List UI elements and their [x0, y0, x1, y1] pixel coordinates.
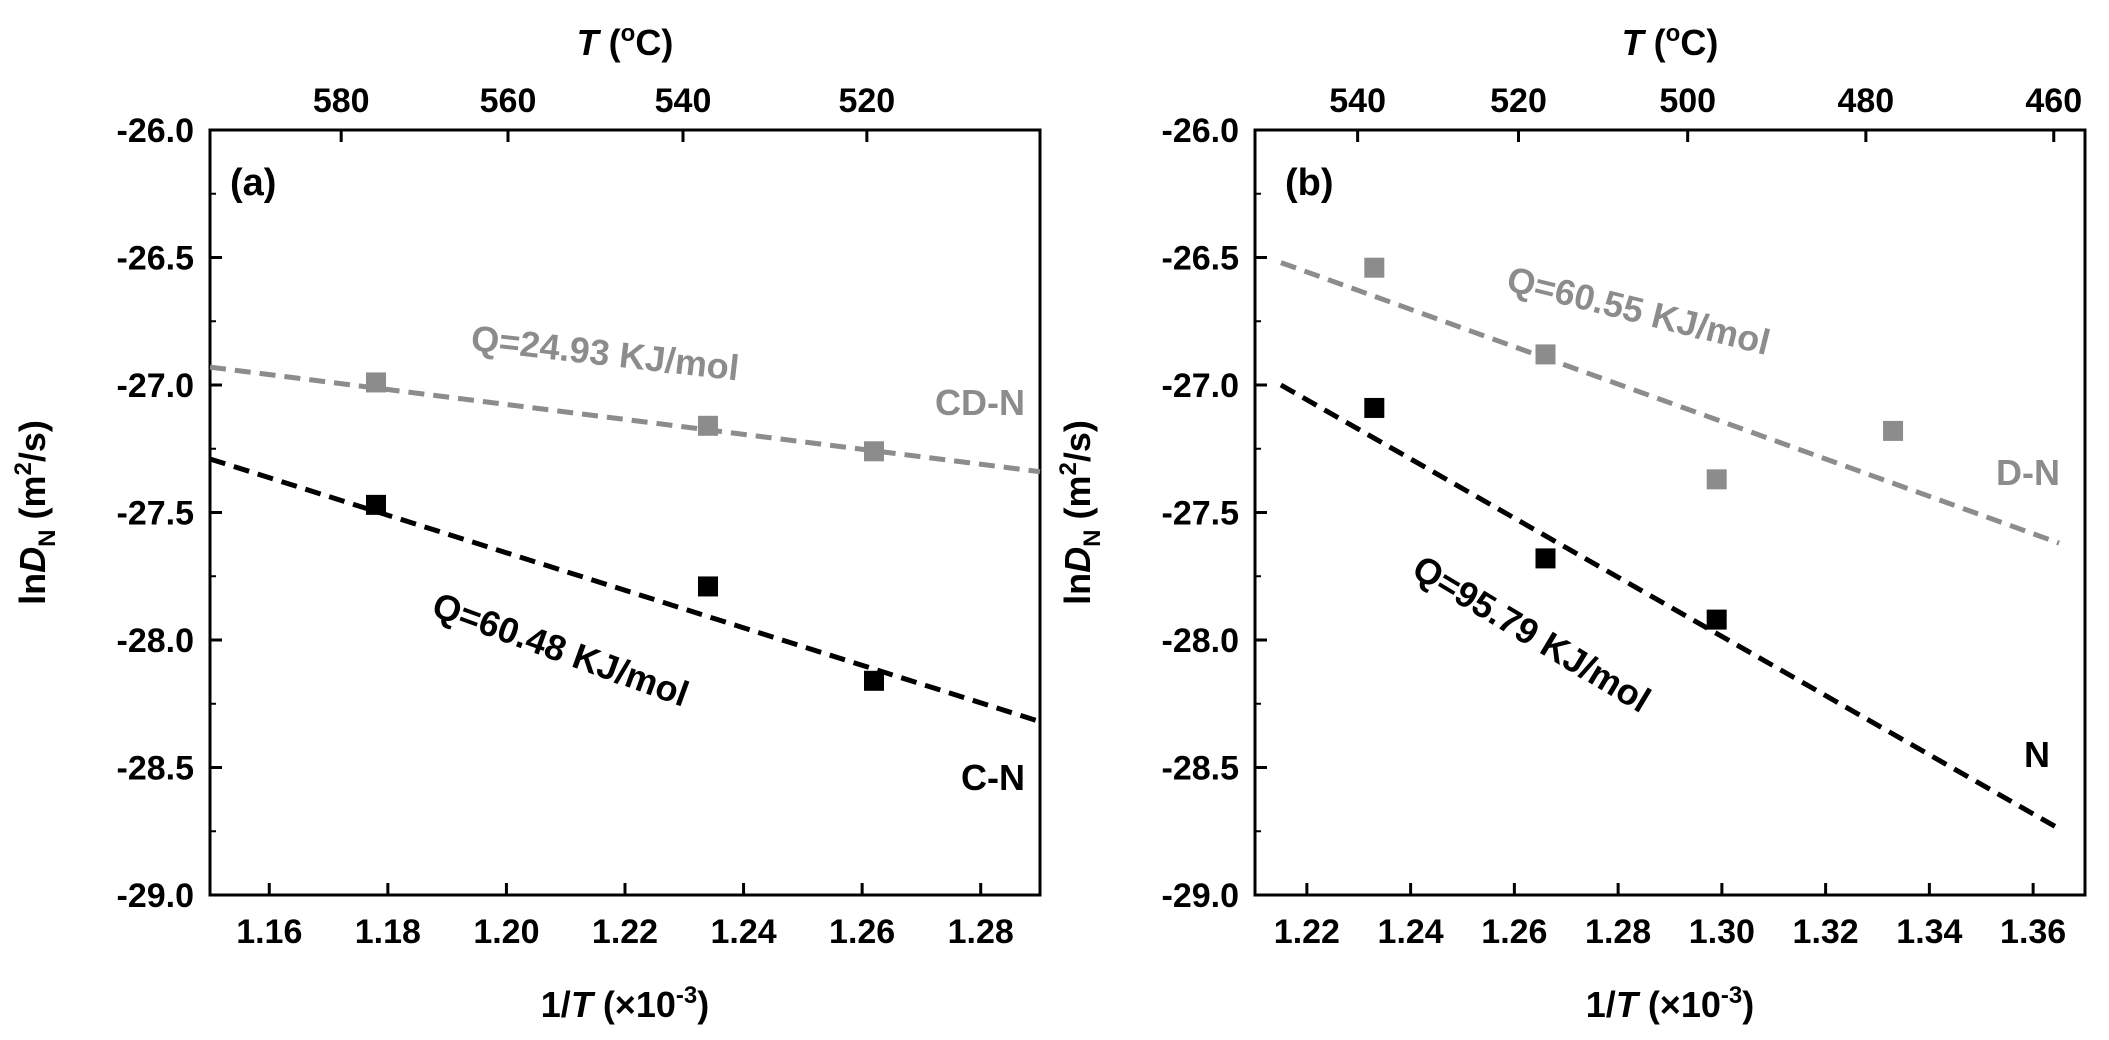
x-tick-label: 1.24 [710, 913, 776, 951]
x-tick-label: 1.24 [1378, 913, 1444, 951]
data-point [366, 494, 386, 515]
data-point [1535, 344, 1556, 365]
data-point [1706, 609, 1727, 630]
y-tick-label: -26.0 [117, 112, 195, 150]
activation-energy-label: Q=95.79 KJ/mol [1406, 547, 1658, 721]
series-c-n: Q=60.48 KJ/mol C-N [209, 456, 1041, 798]
y-tick-label: -28.0 [1162, 622, 1240, 660]
data-point [698, 415, 718, 436]
top-tick-label: 460 [2025, 82, 2082, 120]
x-tick-label: 1.20 [473, 913, 539, 951]
top-tick-label: 520 [838, 82, 895, 120]
data-point [1535, 548, 1556, 569]
data-point [1364, 257, 1385, 278]
top-axis-title: T (oC) [577, 20, 674, 63]
fit-line [1279, 382, 2061, 831]
fit-line [209, 456, 1041, 724]
panel-label: (b) [1285, 162, 1334, 204]
x-axis-title: 1/T (×10-3) [1586, 982, 1754, 1025]
panel-label: (a) [230, 162, 276, 204]
x-tick-label: 1.22 [1274, 913, 1340, 951]
fit-line [1280, 260, 2060, 546]
x-tick-label: 1.32 [1793, 913, 1859, 951]
top-tick-label: 560 [480, 82, 537, 120]
data-point [366, 372, 386, 393]
y-tick-label: -26.5 [117, 240, 195, 278]
y-axis-title: lnDN (m2/s) [1055, 420, 1106, 605]
top-tick-label: 580 [313, 82, 370, 120]
x-tick-label: 1.16 [236, 913, 302, 951]
y-tick-label: -29.0 [1162, 877, 1240, 915]
x-tick-label: 1.34 [1896, 913, 1962, 951]
data-point [1364, 397, 1385, 418]
data-point [1883, 420, 1904, 441]
series-name-label: C-N [961, 757, 1025, 798]
activation-energy-label: Q=24.93 KJ/mol [469, 317, 741, 388]
y-tick-label: -28.5 [117, 750, 195, 788]
x-tick-label: 1.18 [355, 913, 421, 951]
data-point [864, 441, 884, 462]
panel-b: -26.0 -26.5 -27.0 -27.5 -28.0 -28.5 -29.0 1.22 1… [1055, 20, 2087, 1025]
x-tick-label: 1.22 [592, 913, 658, 951]
x-tick-label: 1.30 [1689, 913, 1755, 951]
top-axis-title: T (oC) [1622, 20, 1719, 63]
series-cd-n: Q=24.93 KJ/mol CD-N [209, 317, 1041, 475]
y-axis-title: lnDN (m2/s) [10, 420, 61, 605]
series-name-label: N [2024, 734, 2050, 775]
plot-frame [208, 128, 1042, 897]
activation-energy-label: Q=60.48 KJ/mol [427, 584, 694, 715]
x-axis-title: 1/T (×10-3) [541, 982, 709, 1025]
x-tick-label: 1.28 [1585, 913, 1651, 951]
y-tick-label: -26.0 [1162, 112, 1240, 150]
y-tick-label: -27.0 [1162, 367, 1240, 405]
data-point [698, 576, 718, 597]
series-name-label: CD-N [935, 382, 1025, 423]
series-n: Q=95.79 KJ/mol N [1279, 382, 2061, 831]
x-tick-label: 1.28 [948, 913, 1014, 951]
y-tick-label: -27.5 [1162, 495, 1240, 533]
y-tick-label: -29.0 [117, 877, 195, 915]
y-tick-label: -27.5 [117, 495, 195, 533]
top-tick-label: 520 [1490, 82, 1547, 120]
data-point [1706, 469, 1727, 490]
top-tick-label: 540 [1329, 82, 1386, 120]
data-point [864, 670, 884, 691]
y-tick-label: -28.5 [1162, 750, 1240, 788]
top-tick-label: 540 [655, 82, 712, 120]
x-tick-label: 1.36 [2000, 913, 2066, 951]
top-tick-label: 480 [1837, 82, 1894, 120]
plot-frame [1253, 128, 2087, 897]
y-tick-label: -27.0 [117, 367, 195, 405]
fit-line [209, 364, 1041, 475]
x-tick-label: 1.26 [1481, 913, 1547, 951]
top-tick-label: 500 [1659, 82, 1716, 120]
y-tick-label: -28.0 [117, 622, 195, 660]
x-tick-label: 1.26 [829, 913, 895, 951]
series-name-label: D-N [1996, 452, 2060, 493]
y-tick-label: -26.5 [1162, 240, 1240, 278]
panel-a: -26.0 -26.5 -27.0 -27.5 -28.0 -28.5 -29.0 1.16 1… [10, 20, 1042, 1025]
